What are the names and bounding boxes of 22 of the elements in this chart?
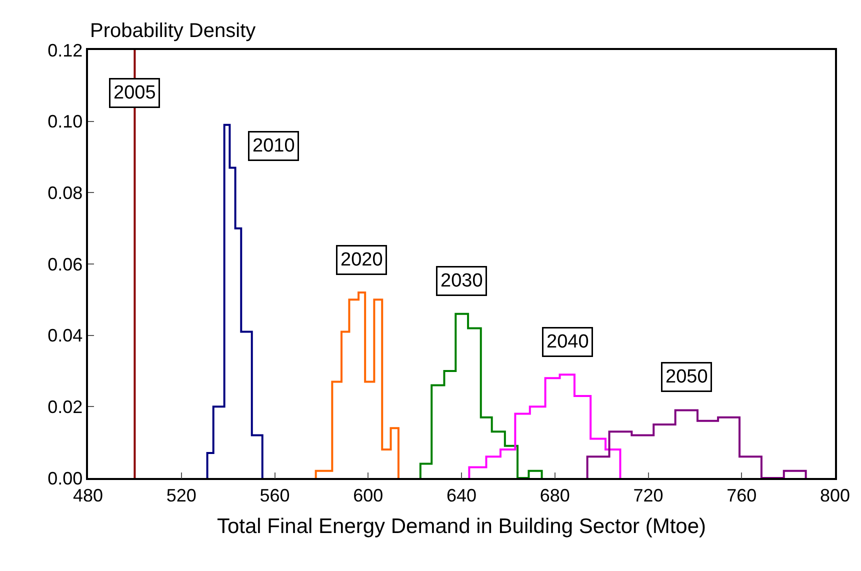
y-tick-label: 0.04 [48, 326, 83, 346]
series-label: 2040 [546, 332, 589, 352]
y-tick-label: 0.02 [48, 396, 83, 417]
x-tick-label: 800 [820, 485, 850, 506]
series-label: 2010 [252, 136, 295, 156]
series-label: 2030 [440, 270, 483, 292]
series-label: 2005 [114, 82, 156, 104]
x-tick-label: 600 [353, 485, 384, 506]
series-label: 2050 [666, 366, 708, 388]
x-tick-label: 520 [166, 485, 196, 506]
x-axis-title: Total Final Energy Demand in Building Sector (Mtoe) [216, 515, 706, 538]
y-axis-title: Probability Density [90, 20, 256, 42]
y-tick-label: 0.06 [48, 254, 83, 274]
x-tick-label: 640 [446, 485, 477, 506]
y-tick-label: 0.10 [48, 112, 83, 132]
x-tick-label: 720 [633, 485, 664, 506]
x-tick-label: 560 [260, 485, 290, 506]
x-tick-label: 760 [726, 485, 757, 506]
x-tick-label: 680 [540, 485, 570, 506]
series-label: 2020 [340, 250, 383, 270]
y-tick-label: 0.08 [48, 182, 83, 203]
y-tick-label: 0.12 [48, 40, 83, 60]
